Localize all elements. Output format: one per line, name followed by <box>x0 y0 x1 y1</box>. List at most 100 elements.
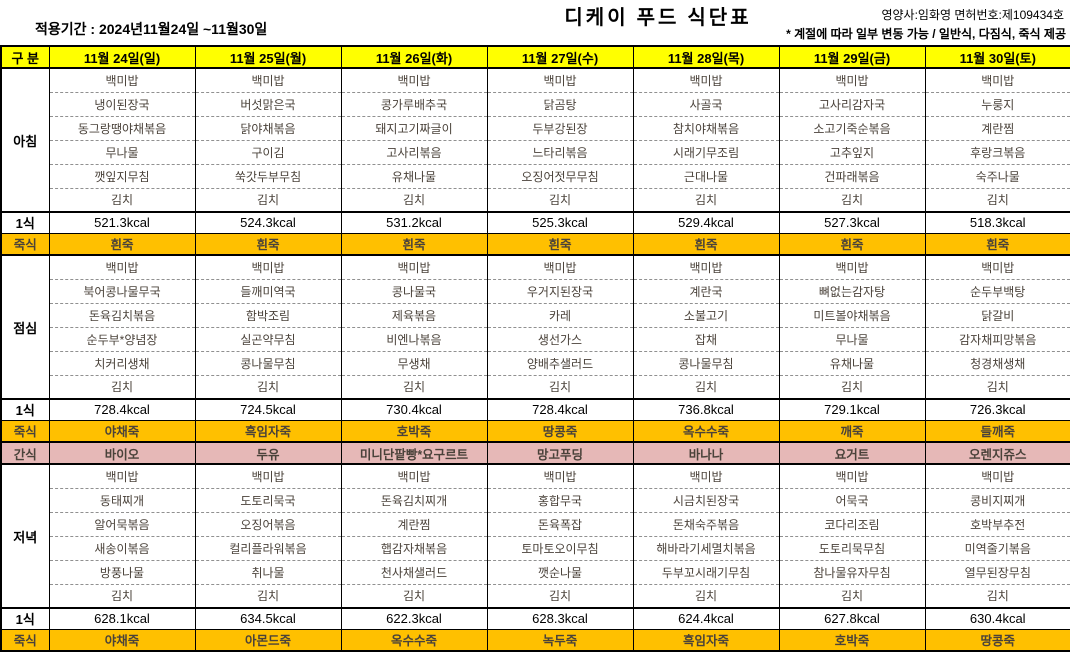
porridge-cell: 야채죽 <box>48 419 196 442</box>
page-header: 적용기간 : 2024년11월24일 ~11월30일 디케이 푸드 식단표 영양… <box>0 0 1070 45</box>
porridge-cell: 흰죽 <box>340 232 488 255</box>
kcal-cell: 630.4kcal <box>924 607 1070 629</box>
menu-item-cell: 무나물 <box>48 139 196 164</box>
menu-item-cell: 도토리묵무침 <box>778 535 926 560</box>
kcal-cell: 529.4kcal <box>632 211 780 233</box>
kcal-cell: 627.8kcal <box>778 607 926 629</box>
menu-item-cell: 김치 <box>48 187 196 212</box>
table-row: 방풍나물 취나물 천사채샐러드 깻순나물 두부꼬시래기무침 참나물유자무침 열무된장무침 <box>1 559 1070 584</box>
menu-item-cell: 콩나물무침 <box>194 350 342 375</box>
porridge-cell: 흰죽 <box>632 232 780 255</box>
menu-item-cell: 냉이된장국 <box>48 91 196 116</box>
menu-item-cell: 김치 <box>924 583 1070 608</box>
kcal-cell: 736.8kcal <box>632 398 780 420</box>
menu-item-cell: 감자채피망볶음 <box>924 326 1070 351</box>
menu-item-cell: 천사채샐러드 <box>340 559 488 584</box>
menu-item-cell: 백미밥 <box>632 254 780 279</box>
porridge-cell: 흰죽 <box>48 232 196 255</box>
day-header-cell: 11월 24일(일) <box>48 45 196 69</box>
menu-item-cell: 닭갈비 <box>924 302 1070 327</box>
porridge-cell: 옥수수죽 <box>340 628 488 651</box>
menu-item-cell: 유채나물 <box>778 350 926 375</box>
menu-item-cell: 깻순나물 <box>486 559 634 584</box>
kcal-cell: 724.5kcal <box>194 398 342 420</box>
table-row: 돈육김치볶음 함박조림 제육볶음 카레 소불고기 미트볼야채볶음 닭갈비 <box>1 302 1070 327</box>
table-row: 죽식 흰죽 흰죽 흰죽 흰죽 흰죽 흰죽 흰죽 <box>0 232 1070 255</box>
porridge-cell: 호박죽 <box>340 419 488 442</box>
menu-item-cell: 누룽지 <box>924 91 1070 116</box>
menu-item-cell: 콩비지찌개 <box>924 487 1070 512</box>
menu-item-cell: 생선가스 <box>486 326 634 351</box>
menu-item-cell: 숙주나물 <box>924 163 1070 188</box>
menu-item-cell: 쑥갓두부무침 <box>194 163 342 188</box>
menu-item-cell: 열무된장무침 <box>924 559 1070 584</box>
menu-item-cell: 김치 <box>486 583 634 608</box>
table-row: 동그랑땡야채볶음 닭야채볶음 돼지고기짜글이 두부강된장 참치야채볶음 소고기죽순볶음 계란… <box>1 115 1070 140</box>
menu-item-cell: 백미밥 <box>48 254 196 279</box>
porridge-cell: 들깨죽 <box>924 419 1070 442</box>
menu-item-cell: 백미밥 <box>486 254 634 279</box>
meal-plan-table: 구 분 11월 24일(일) 11월 25일(월) 11월 26일(화) 11월 27일… <box>0 45 1070 652</box>
menu-item-cell: 김치 <box>340 374 488 399</box>
menu-item-cell: 후랑크볶음 <box>924 139 1070 164</box>
table-row: 무나물 구이김 고사리볶음 느타리볶음 시래기무조림 고추잎지 후랑크볶음 <box>1 139 1070 164</box>
day-header-cell: 11월 25일(월) <box>194 45 342 69</box>
menu-item-cell: 무생채 <box>340 350 488 375</box>
menu-item-cell: 참치야채볶음 <box>632 115 780 140</box>
menu-item-cell: 김치 <box>486 187 634 212</box>
kcal-cell: 524.3kcal <box>194 211 342 233</box>
menu-item-cell: 실곤약무침 <box>194 326 342 351</box>
table-header-row: 구 분 11월 24일(일) 11월 25일(월) 11월 26일(화) 11월 27일… <box>0 45 1070 69</box>
menu-item-cell: 알어묵볶음 <box>48 511 196 536</box>
kcal-cell: 624.4kcal <box>632 607 780 629</box>
menu-item-cell: 건파래볶음 <box>778 163 926 188</box>
menu-item-cell: 치커리생채 <box>48 350 196 375</box>
table-row: 김치 김치 김치 김치 김치 김치 김치 <box>1 374 1070 399</box>
menu-item-cell: 청경채생채 <box>924 350 1070 375</box>
row-label: 죽식 <box>0 419 50 442</box>
menu-item-cell: 깻잎지무침 <box>48 163 196 188</box>
porridge-cell: 흰죽 <box>486 232 634 255</box>
menu-item-cell: 두부꼬시래기무침 <box>632 559 780 584</box>
row-label: 죽식 <box>0 232 50 255</box>
menu-item-cell: 백미밥 <box>924 254 1070 279</box>
nutritionist-info: 영양사:임화영 면허번호:제109434호 <box>881 8 1064 22</box>
row-label: 죽식 <box>0 628 50 651</box>
menu-item-cell: 도토리묵국 <box>194 487 342 512</box>
menu-item-cell: 돈채숙주볶음 <box>632 511 780 536</box>
menu-item-cell: 백미밥 <box>194 463 342 488</box>
menu-item-cell: 돈육폭잡 <box>486 511 634 536</box>
porridge-cell: 옥수수죽 <box>632 419 780 442</box>
menu-item-cell: 구이김 <box>194 139 342 164</box>
kcal-cell: 622.3kcal <box>340 607 488 629</box>
table-row: 1식 628.1kcal 634.5kcal 622.3kcal 628.3kcal 62… <box>0 607 1070 629</box>
menu-item-cell: 토마토오이무침 <box>486 535 634 560</box>
menu-item-cell: 백미밥 <box>924 67 1070 92</box>
menu-item-cell: 코다리조림 <box>778 511 926 536</box>
porridge-cell: 흰죽 <box>778 232 926 255</box>
menu-item-cell: 비엔나볶음 <box>340 326 488 351</box>
menu-item-cell: 김치 <box>48 583 196 608</box>
menu-item-cell: 양배추샐러드 <box>486 350 634 375</box>
snack-cell: 요거트 <box>778 441 926 464</box>
table-row: 깻잎지무침 쑥갓두부무침 유채나물 오징어젓무무침 근대나물 건파래볶음 숙주나물 <box>1 163 1070 188</box>
table-row: 김치 김치 김치 김치 김치 김치 김치 <box>1 583 1070 608</box>
porridge-cell: 흰죽 <box>194 232 342 255</box>
menu-item-cell: 김치 <box>778 374 926 399</box>
porridge-cell: 야채죽 <box>48 628 196 651</box>
kcal-cell: 634.5kcal <box>194 607 342 629</box>
menu-item-cell: 근대나물 <box>632 163 780 188</box>
menu-item-cell: 함박조림 <box>194 302 342 327</box>
menu-item-cell: 들깨미역국 <box>194 278 342 303</box>
table-body: 아침 백미밥 백미밥 백미밥 백미밥 백미밥 백미밥 백미밥 냉이된장국 버섯맑은국 콩가루배추국 닭… <box>0 67 1070 651</box>
porridge-cell: 땅콩죽 <box>924 628 1070 651</box>
table-row: 저녁 백미밥 백미밥 백미밥 백미밥 백미밥 백미밥 백미밥 <box>0 463 1070 608</box>
menu-item-cell: 미역줄기볶음 <box>924 535 1070 560</box>
menu-item-cell: 고사리감자국 <box>778 91 926 116</box>
section-label: 저녁 <box>0 463 50 608</box>
snack-cell: 바이오 <box>48 441 196 464</box>
menu-item-cell: 방풍나물 <box>48 559 196 584</box>
menu-item-cell: 뼈없는감자탕 <box>778 278 926 303</box>
menu-item-cell: 김치 <box>632 187 780 212</box>
kcal-cell: 726.3kcal <box>924 398 1070 420</box>
